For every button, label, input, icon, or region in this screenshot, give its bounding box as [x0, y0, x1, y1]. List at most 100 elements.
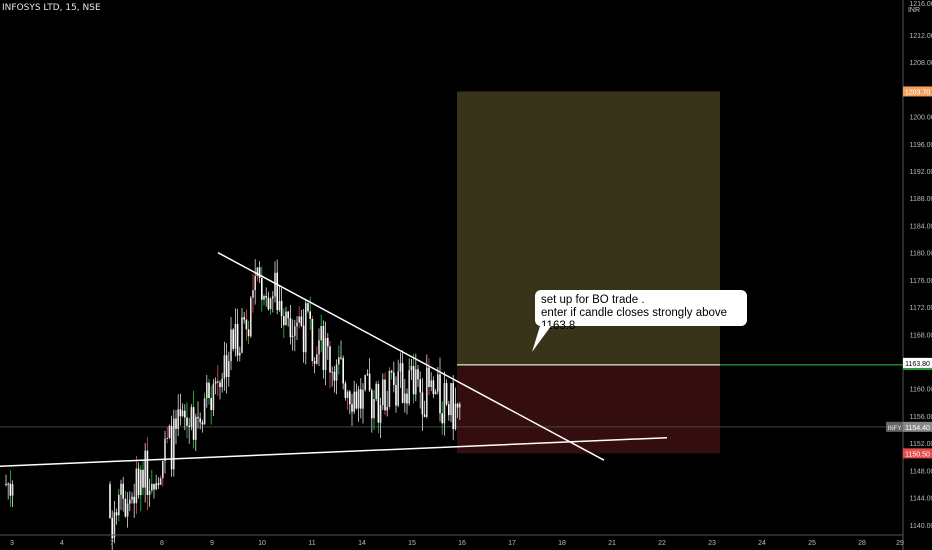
- horizontal-lines: [0, 364, 903, 428]
- x-tick-label: 23: [708, 540, 716, 547]
- candle: [212, 378, 215, 416]
- candle: [250, 296, 252, 338]
- resistance-trendline: [217, 252, 605, 461]
- y-tick-label: 1180.00: [910, 251, 932, 258]
- candle: [124, 491, 127, 519]
- candle: [265, 287, 267, 307]
- candle: [225, 343, 228, 394]
- candle: [324, 321, 327, 386]
- candle: [357, 385, 360, 422]
- y-tick-label: 1172.00: [910, 305, 932, 312]
- candle: [111, 510, 113, 550]
- candle: [261, 266, 263, 312]
- price-label-1163.80: 1163.80: [903, 357, 932, 368]
- candle: [302, 308, 305, 363]
- candle: [287, 311, 289, 327]
- y-tick-label: 1200.00: [909, 115, 932, 122]
- y-axis: 1140.00 1144.00 1148.00 1152.00 1156.00 1160.…: [902, 0, 932, 550]
- x-axis: 34789101114151617182122232425282930: [0, 534, 904, 547]
- candle: [166, 427, 168, 444]
- y-tick-label: 1196.00: [910, 142, 932, 149]
- stop-zone[interactable]: [457, 364, 720, 454]
- candle: [377, 380, 380, 434]
- y-tick-label: 1144.00: [910, 496, 932, 503]
- candle: [181, 403, 184, 418]
- x-tick-label: 22: [658, 540, 666, 547]
- candle: [162, 459, 164, 487]
- candle: [360, 378, 362, 419]
- candle: [208, 378, 210, 405]
- candle: [144, 442, 146, 503]
- x-tick-label: 8: [160, 540, 164, 547]
- candle: [184, 404, 186, 431]
- candle: [393, 361, 395, 393]
- candle: [272, 291, 274, 313]
- candle: [450, 382, 452, 423]
- candle: [423, 400, 426, 418]
- candle: [173, 409, 175, 477]
- candle: [252, 273, 254, 313]
- candle: [148, 478, 151, 507]
- candle: [454, 387, 457, 431]
- x-tick-label: 3: [10, 540, 14, 547]
- x-tick-label: 25: [808, 540, 816, 547]
- candle: [11, 480, 14, 508]
- y-tick-label: 1184.00: [910, 223, 932, 230]
- svg-text:1163.80: 1163.80: [905, 361, 930, 368]
- candle: [140, 465, 142, 512]
- x-tick-label: 28: [858, 540, 866, 547]
- x-tick-label: 7: [110, 540, 114, 547]
- candle: [223, 341, 226, 391]
- candle: [338, 345, 340, 375]
- candle: [342, 355, 344, 390]
- candle: [318, 328, 320, 367]
- candle: [406, 388, 408, 415]
- x-tick-label: 10: [258, 540, 266, 547]
- candle: [448, 400, 450, 421]
- candles: [5, 259, 461, 550]
- candle: [188, 417, 190, 444]
- candle: [179, 393, 182, 426]
- annotation-callout[interactable]: set up for BO trade . enter if candle cl…: [535, 290, 747, 332]
- candle: [155, 474, 157, 491]
- candle: [159, 475, 162, 485]
- candle: [320, 314, 322, 353]
- candle: [153, 483, 155, 499]
- x-tick-label: 18: [558, 540, 566, 547]
- candle: [397, 359, 399, 408]
- candle: [151, 469, 153, 494]
- candle: [177, 394, 179, 436]
- candle: [434, 389, 437, 395]
- candle: [379, 397, 382, 439]
- candle: [289, 304, 292, 345]
- candle: [415, 353, 417, 402]
- candle: [439, 357, 441, 422]
- candle: [412, 353, 415, 404]
- candle: [296, 316, 298, 340]
- candle: [228, 351, 230, 387]
- candle: [168, 424, 171, 440]
- x-tick-label: 29: [896, 540, 904, 547]
- candle: [340, 340, 342, 361]
- y-tick-label: 1140.00: [910, 523, 932, 530]
- candle: [331, 366, 333, 387]
- price-label-1154.40: INFY 1154.40: [886, 421, 932, 432]
- candle: [234, 308, 237, 357]
- x-tick-label: 17: [508, 540, 516, 547]
- candle: [120, 479, 122, 510]
- candle: [404, 378, 406, 413]
- candle: [232, 328, 234, 352]
- candle: [346, 389, 349, 410]
- candle: [388, 367, 391, 410]
- callout-line-1: set up for BO trade .: [541, 294, 645, 306]
- y-tick-label: 1176.00: [910, 278, 932, 285]
- trendlines: [0, 252, 668, 468]
- candle: [7, 482, 9, 500]
- candle: [349, 389, 351, 415]
- x-tick-label: 24: [758, 540, 766, 547]
- candle: [267, 291, 270, 311]
- trade-zones: [457, 91, 720, 454]
- candle: [192, 390, 195, 449]
